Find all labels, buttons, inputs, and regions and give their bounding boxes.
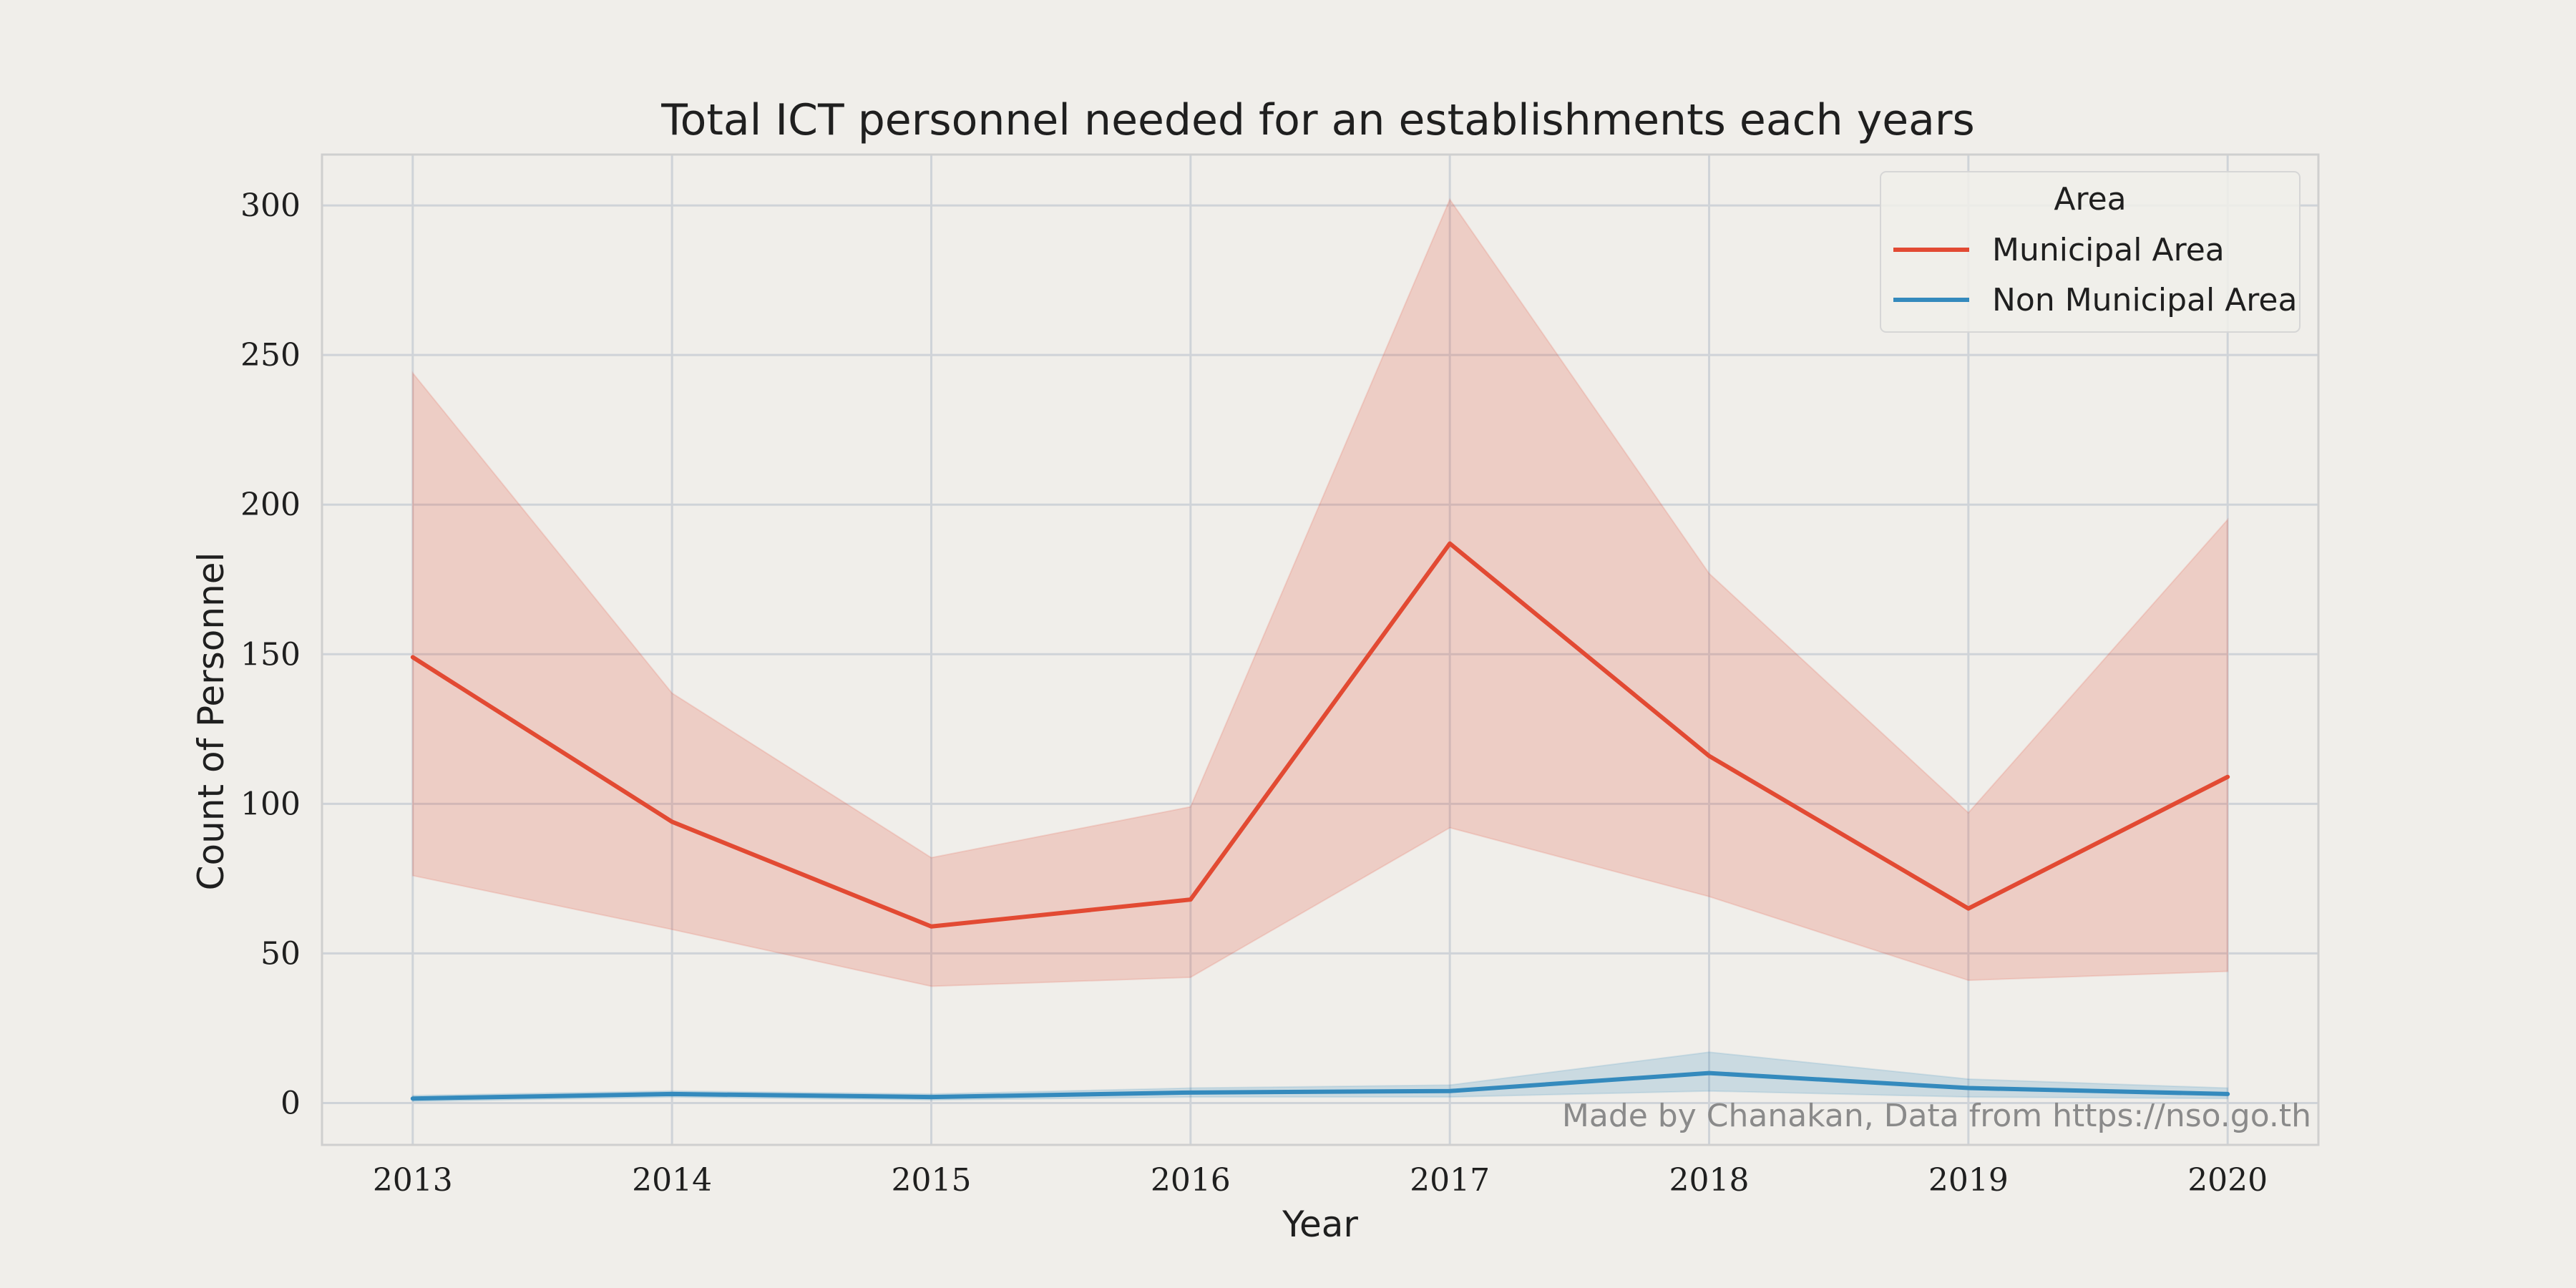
y-tick-label: 0	[280, 1085, 301, 1121]
legend: Area Municipal Area Non Municipal Area	[1880, 171, 2301, 333]
y-axis-label: Count of Personnel	[190, 552, 232, 891]
municipal-area-point	[1966, 907, 1971, 911]
x-tick-label: 2015	[892, 1162, 972, 1199]
x-tick-labels: 2013 2014 2015 2016 2017 2018 2019 2020	[373, 1162, 2268, 1199]
y-tick-label: 300	[240, 187, 301, 224]
legend-label: Non Municipal Area	[1992, 282, 2297, 318]
x-tick-label: 2017	[1410, 1162, 1490, 1199]
municipal-area-point	[929, 924, 933, 929]
x-tick-label: 2018	[1669, 1162, 1750, 1199]
legend-label: Municipal Area	[1992, 232, 2225, 268]
non-municipal-area-point	[411, 1096, 415, 1101]
municipal-area-point	[1189, 897, 1193, 902]
y-tick-label: 50	[260, 935, 301, 972]
non-municipal-area-point	[1707, 1071, 1712, 1075]
y-tick-labels: 0 50 100 150 200 250 300	[240, 187, 301, 1121]
y-tick-label: 250	[240, 337, 301, 374]
legend-box	[1880, 171, 2301, 333]
x-axis-label: Year	[1282, 1204, 1358, 1245]
non-municipal-area-point	[670, 1092, 674, 1096]
municipal-area-point	[670, 819, 674, 824]
municipal-area-confidence-band	[411, 197, 2229, 987]
x-tick-label: 2016	[1151, 1162, 1231, 1199]
non-municipal-area-confidence-band	[411, 1051, 2229, 1103]
non-municipal-area-point	[1966, 1086, 1971, 1091]
municipal-area-point	[2225, 775, 2230, 779]
municipal-area-point	[1707, 753, 1712, 758]
watermark-annotation: Made by Chanakan, Data from https://nso.…	[1562, 1098, 2311, 1134]
x-tick-label: 2020	[2187, 1162, 2268, 1199]
non-municipal-area-point	[929, 1095, 933, 1099]
municipal-area-point	[1448, 542, 1452, 546]
non-municipal-area-point	[1189, 1091, 1193, 1095]
municipal-area-point	[411, 655, 415, 659]
x-tick-label: 2019	[1928, 1162, 2009, 1199]
chart-title: Total ICT personnel needed for an establ…	[660, 95, 1975, 145]
y-tick-label: 200	[240, 487, 301, 523]
non-municipal-area-point	[1448, 1089, 1452, 1093]
grid	[322, 155, 2318, 1145]
y-tick-label: 150	[240, 636, 301, 673]
series-lines	[410, 541, 2230, 1101]
legend-items: Municipal Area Non Municipal Area	[1893, 232, 2297, 318]
y-tick-label: 100	[240, 786, 301, 822]
x-tick-label: 2014	[632, 1162, 712, 1199]
x-tick-label: 2013	[373, 1162, 453, 1199]
legend-title: Area	[2054, 181, 2126, 218]
plot-frame	[321, 153, 2320, 1146]
municipal-area-line	[410, 541, 2230, 929]
confidence-bands	[411, 197, 2229, 1103]
non-municipal-area-line	[410, 1070, 2230, 1101]
non-municipal-area-point	[2225, 1092, 2230, 1096]
